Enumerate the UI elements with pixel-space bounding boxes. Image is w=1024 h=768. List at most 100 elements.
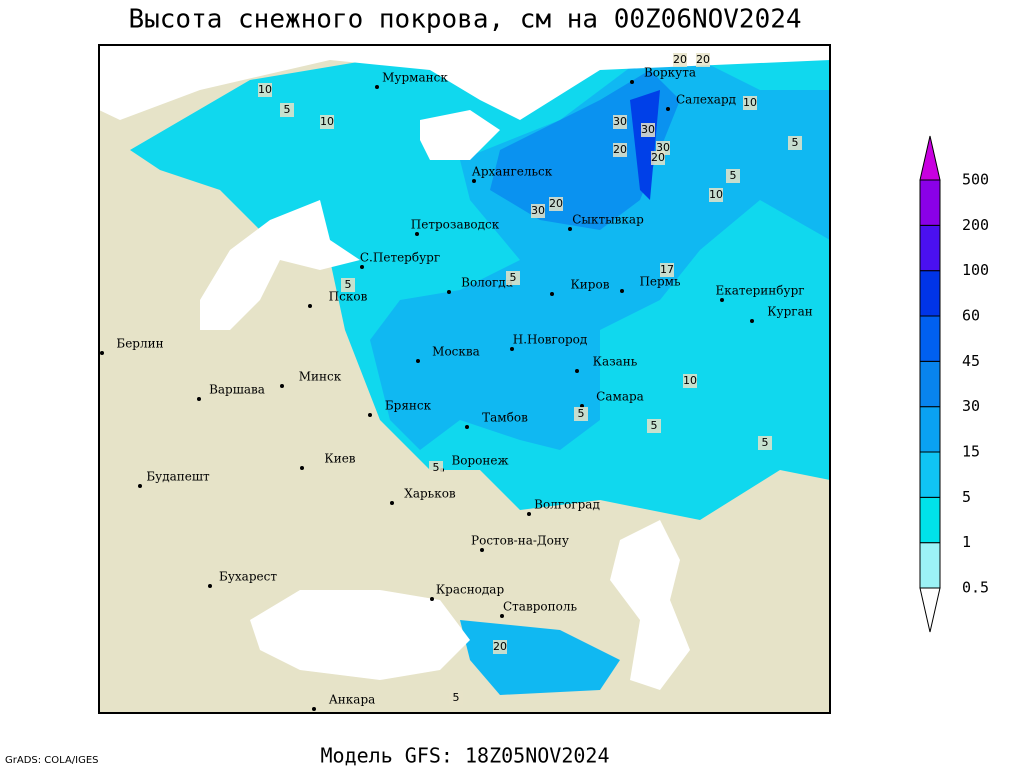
contour-label-bg xyxy=(641,123,655,137)
contour-label-bg xyxy=(788,136,802,150)
legend-swatch xyxy=(919,315,941,362)
city-dot xyxy=(430,597,434,601)
city-label: С.Петербург xyxy=(360,251,440,265)
credit: GrADS: COLA/IGES xyxy=(5,755,99,766)
legend-label: 100 xyxy=(962,261,989,279)
city-label: Салехард xyxy=(676,93,736,107)
contour-label: 5 xyxy=(651,419,658,432)
contour-label-bg xyxy=(696,53,710,67)
snow-caucasus xyxy=(460,620,620,695)
city-label: Курган xyxy=(767,305,812,319)
contour-label: 5 xyxy=(284,103,291,116)
legend-label: 30 xyxy=(962,397,980,415)
city-dot xyxy=(720,298,724,302)
city-dot xyxy=(568,227,572,231)
contour-label: 5 xyxy=(510,271,517,284)
city-dot xyxy=(368,413,372,417)
contour-label-bg xyxy=(574,407,588,421)
title: Высота снежного покрова, см на 00Z06NOV2… xyxy=(128,5,801,35)
city-dot xyxy=(630,80,634,84)
model-label: Модель GFS: 18Z05NOV2024 xyxy=(321,744,610,768)
contour-label-bg xyxy=(613,143,627,157)
contour-label-bg xyxy=(449,691,463,705)
city-dot xyxy=(208,584,212,588)
contour-label-bg xyxy=(341,278,355,292)
legend-label: 500 xyxy=(962,171,989,189)
legend-swatch xyxy=(919,496,941,544)
city-label: Мурманск xyxy=(382,71,448,85)
contour-label: 20 xyxy=(613,143,627,156)
contour-label: 20 xyxy=(673,53,687,66)
city-dot xyxy=(280,384,284,388)
contour-label-bg xyxy=(726,169,740,183)
city-label: Бухарест xyxy=(219,570,277,584)
contour-label-bg xyxy=(743,96,757,110)
contour-label: 30 xyxy=(531,204,545,217)
legend-swatch xyxy=(919,406,941,453)
legend-label: 200 xyxy=(962,216,989,234)
city-label: Сыктывкар xyxy=(572,213,644,227)
city-dot xyxy=(360,265,364,269)
contour-label: 20 xyxy=(493,640,507,653)
city-label: Екатеринбург xyxy=(715,284,804,298)
city-label: Киров xyxy=(571,278,610,292)
contour-label-bg xyxy=(647,419,661,433)
legend-label: 15 xyxy=(962,443,980,461)
city-label: Псков xyxy=(329,290,368,304)
city-label: Киев xyxy=(324,452,355,466)
contour-label-bg xyxy=(549,197,563,211)
contour-label-bg xyxy=(429,461,443,475)
contour-label: 5 xyxy=(578,407,585,420)
contour-label: 20 xyxy=(549,197,563,210)
contour-label-bg xyxy=(320,115,334,129)
city-label: Самара xyxy=(596,390,644,404)
city-dot xyxy=(100,351,104,355)
city-dot xyxy=(415,232,419,236)
legend-swatch xyxy=(919,270,941,317)
contour-label: 5 xyxy=(762,436,769,449)
city-dot xyxy=(666,107,670,111)
contour-label-bg xyxy=(531,204,545,218)
contour-label: 10 xyxy=(743,96,757,109)
legend-swatch xyxy=(919,542,941,589)
contour-label: 10 xyxy=(709,188,723,201)
city-label: Анкара xyxy=(329,693,376,707)
city-dot xyxy=(416,359,420,363)
contour-label-bg xyxy=(493,640,507,654)
contour-label: 20 xyxy=(696,53,710,66)
legend-swatch xyxy=(919,224,941,272)
city-label: Петрозаводск xyxy=(411,218,500,232)
contour-label: 17 xyxy=(660,263,674,276)
city-label: Будапешт xyxy=(146,470,210,484)
contour-label: 5 xyxy=(792,136,799,149)
legend-label: 45 xyxy=(962,352,980,370)
city-dot xyxy=(312,707,316,711)
sea-white xyxy=(420,110,500,160)
snow-mid xyxy=(370,60,830,450)
legend-swatch xyxy=(919,179,941,226)
contour-labels: 20 20105101030303020205510203055171055552… xyxy=(258,53,802,705)
legend-triangle-high xyxy=(919,135,941,181)
city-dot xyxy=(575,369,579,373)
city-label: Москва xyxy=(432,345,480,359)
legend-swatch xyxy=(919,360,941,408)
city-label: Ростов-на-Дону xyxy=(471,534,569,548)
city-label: Воркута xyxy=(644,66,696,80)
contour-label: 30 xyxy=(656,141,670,154)
city-label: Н.Новгород xyxy=(513,333,588,347)
contour-label-bg xyxy=(613,115,627,129)
contour-label: 5 xyxy=(345,278,352,291)
contour-label-bg xyxy=(280,103,294,117)
city-dot xyxy=(138,484,142,488)
legend-label: 1 xyxy=(962,533,971,551)
city-label: Казань xyxy=(593,355,638,369)
city-dot xyxy=(308,304,312,308)
contour-label: 30 xyxy=(641,123,655,136)
contour-label-bg xyxy=(506,271,520,285)
contour-label: 5 xyxy=(433,461,440,474)
legend-label: 0.5 xyxy=(962,579,989,597)
contour-label: 5 xyxy=(730,169,737,182)
city-dot xyxy=(390,501,394,505)
map xyxy=(98,44,831,714)
